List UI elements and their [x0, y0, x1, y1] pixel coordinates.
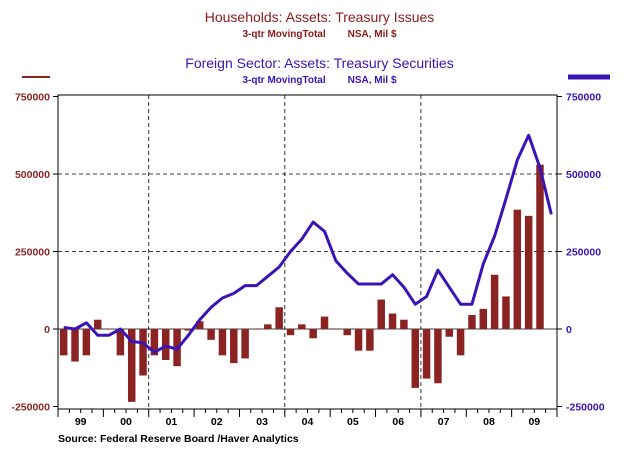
bar-households: [388, 313, 397, 329]
bar-households: [127, 329, 136, 402]
bar-households: [434, 329, 442, 384]
bar-households: [184, 329, 193, 331]
ytick-label-right: 0: [566, 324, 572, 336]
subtitle-foreign-units: NSA, Mil $: [347, 75, 397, 86]
ytick-label-right: 750000: [566, 92, 601, 104]
xtick-label-year: 05: [347, 416, 359, 428]
xtick-label-year: 99: [75, 416, 87, 428]
bar-households: [59, 329, 68, 356]
bar-households: [490, 274, 499, 329]
ytick-label-right: 250000: [566, 247, 601, 259]
bar-households: [524, 215, 533, 329]
bar-households: [264, 324, 272, 329]
bar-households: [479, 308, 488, 329]
ytick-label-left: -250000: [11, 402, 50, 414]
bar-households: [150, 329, 159, 356]
bar-households: [207, 329, 215, 340]
bar-households: [354, 329, 363, 351]
bar-households: [332, 329, 340, 330]
chart-title-households: Households: Assets: Treasury Issues: [204, 9, 435, 25]
bar-households: [82, 329, 91, 356]
bar-households: [366, 329, 374, 351]
bar-households: [93, 319, 102, 329]
ytick-label-left: 0: [44, 324, 50, 336]
bar-households: [377, 299, 385, 329]
bar-households: [468, 315, 476, 329]
bar-households: [445, 329, 454, 337]
ytick-label-left: 250000: [15, 247, 50, 259]
xtick-label-year: 03: [256, 416, 268, 428]
bar-households: [286, 329, 295, 336]
bar-households: [536, 164, 544, 329]
bar-households: [513, 209, 522, 329]
subtitle-households-units: NSA, Mil $: [347, 29, 397, 40]
source-note: Source: Federal Reserve Board /Haver Ana…: [58, 433, 299, 445]
xtick-label-year: 06: [392, 416, 404, 428]
bar-households: [230, 329, 238, 364]
bar-households: [218, 329, 227, 356]
subtitle-foreign-moving-total: 3-qtr MovingTotal: [242, 75, 326, 86]
bar-households: [162, 329, 170, 360]
chart-subtitle-foreign: 3-qtr MovingTotal NSA, Mil $: [0, 75, 639, 86]
bar-households: [400, 319, 408, 329]
bar-households: [411, 329, 419, 388]
xtick-label-year: 07: [438, 416, 450, 428]
ytick-label-right: -250000: [566, 402, 605, 414]
bar-households: [298, 324, 306, 329]
bar-households: [320, 316, 329, 329]
xtick-label-year: 01: [166, 416, 178, 428]
xtick-label-year: 00: [120, 416, 132, 428]
bar-households: [71, 329, 79, 362]
ytick-label-right: 500000: [566, 169, 601, 181]
bar-households: [139, 329, 147, 376]
ytick-label-left: 750000: [15, 92, 50, 104]
bar-households: [309, 329, 317, 339]
bar-households: [343, 329, 351, 336]
chart-title-foreign: Foreign Sector: Assets: Treasury Securit…: [185, 55, 454, 71]
subtitle-households-moving-total: 3-qtr MovingTotal: [242, 29, 326, 40]
xtick-label-year: 08: [483, 416, 495, 428]
bar-households: [105, 329, 113, 330]
bar-households: [241, 329, 249, 359]
bar-households: [456, 329, 465, 356]
xtick-label-year: 09: [528, 416, 540, 428]
chart-subtitle-households: 3-qtr MovingTotal NSA, Mil $: [0, 29, 639, 40]
bar-households: [196, 321, 204, 329]
bar-households: [252, 329, 261, 330]
xtick-label-year: 04: [302, 416, 314, 428]
bar-households: [422, 329, 431, 379]
ytick-label-left: 500000: [15, 169, 50, 181]
bar-households: [275, 307, 283, 329]
bar-households: [116, 329, 125, 356]
bar-households: [502, 296, 510, 329]
xtick-label-year: 02: [211, 416, 223, 428]
line-foreign: [63, 133, 553, 354]
